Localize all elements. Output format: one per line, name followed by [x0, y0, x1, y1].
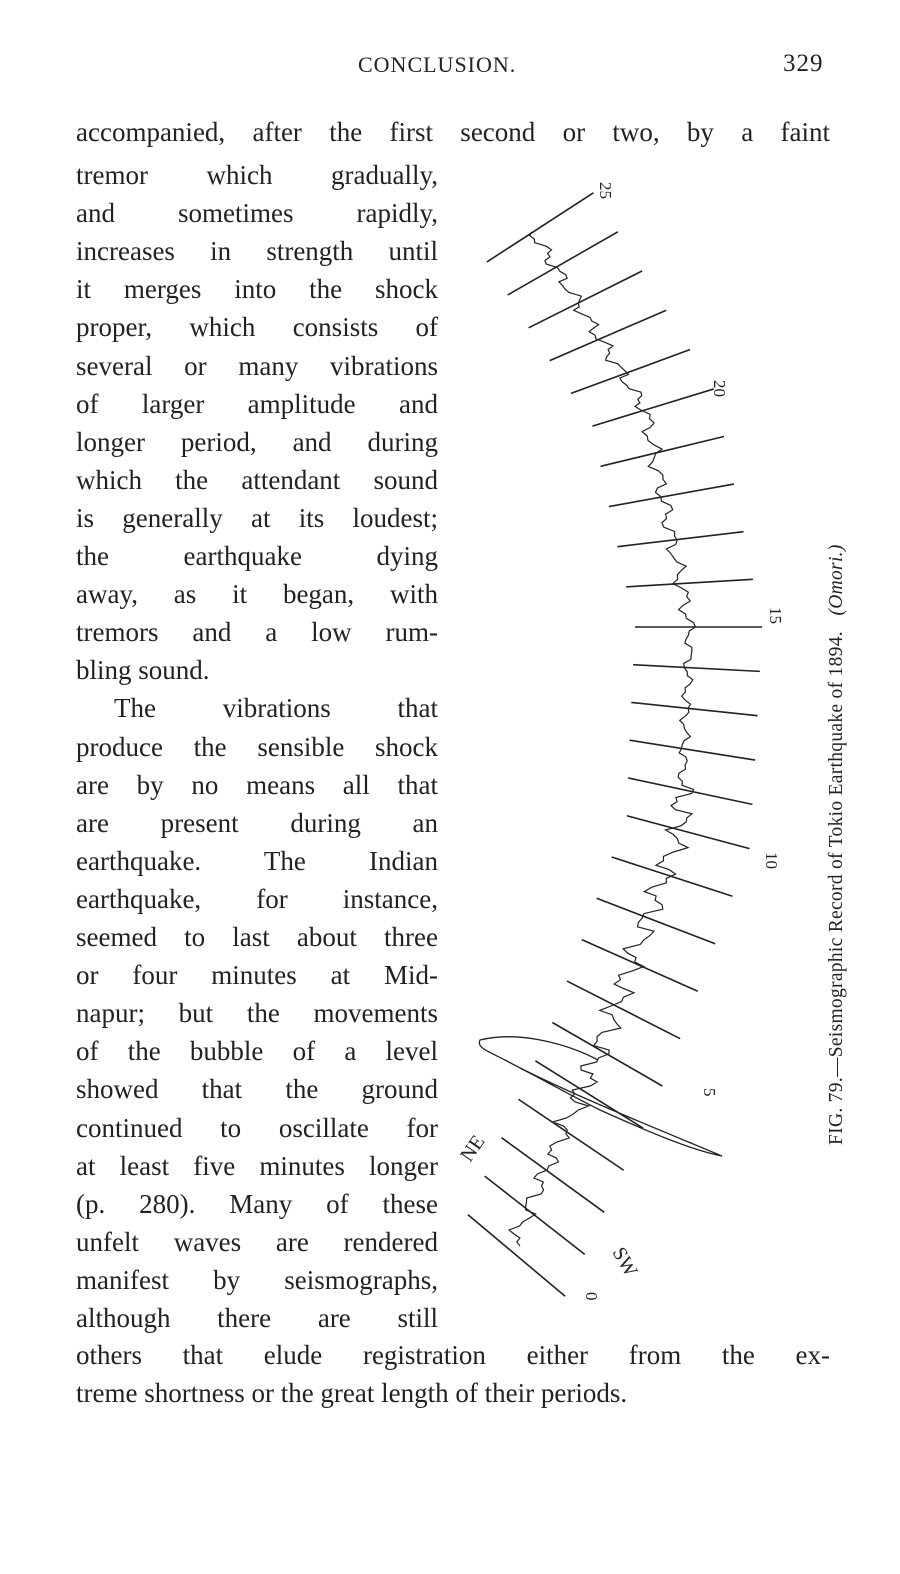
label-ne: NE	[456, 1131, 489, 1165]
label-10: 10	[762, 852, 781, 869]
time-tick-line	[608, 483, 735, 508]
time-tick-line	[517, 1098, 625, 1171]
text-line: is generally at its loudest;	[76, 502, 438, 533]
text-line: showed that the ground	[76, 1074, 438, 1105]
tail-line-2: treme shortness or the great length of t…	[76, 1378, 628, 1408]
time-tick-line	[528, 270, 643, 329]
text-line: it merges into the shock	[76, 274, 438, 305]
time-tick-line	[501, 1137, 605, 1213]
text-line: longer period, and during	[76, 426, 438, 457]
running-title: CONCLUSION.	[358, 52, 517, 77]
text-line: of larger amplitude and	[76, 388, 438, 419]
text-line: are by no means all that	[76, 769, 438, 800]
text-line: tremors and a low rum-	[76, 617, 438, 648]
page-number: 329	[783, 50, 824, 77]
label-20: 20	[710, 380, 729, 397]
time-tick-line	[628, 777, 753, 806]
time-tick-line	[570, 348, 691, 395]
time-tick-line	[611, 856, 733, 898]
seismograph-large-swing	[478, 1036, 723, 1157]
text-line: or four minutes at Mid-	[76, 960, 438, 991]
time-tick-line	[581, 938, 699, 993]
time-tick-line	[467, 1214, 566, 1297]
time-tick-line	[626, 578, 753, 588]
lead-line: accompanied, after the first second or t…	[76, 117, 830, 147]
label-sw: SW	[608, 1244, 642, 1281]
text-line: napur; but the movements	[76, 998, 438, 1029]
text-line: and sometimes rapidly,	[76, 198, 438, 229]
seismograph-trace	[507, 231, 697, 1247]
caption-text: FIG. 79.—Seismographic Record of Tokio E…	[826, 631, 847, 1145]
text-line: continued to oscillate for	[76, 1112, 438, 1143]
time-tick-line	[507, 231, 619, 296]
time-tick-line	[534, 1060, 644, 1129]
label-5: 5	[700, 1088, 719, 1097]
text-line: (p. 280). Many of these	[76, 1188, 438, 1219]
text-line: produce the sensible shock	[76, 731, 438, 762]
text-line: the earthquake dying	[76, 541, 438, 571]
time-tick-line	[633, 663, 760, 673]
label-25: 25	[596, 182, 615, 199]
text-line: manifest by seismographs,	[76, 1264, 438, 1295]
time-tick-line	[617, 530, 744, 548]
text-line: away, as it began, with	[76, 579, 438, 610]
text-line: several or many vibrations	[76, 350, 438, 381]
time-tick-line	[629, 739, 756, 761]
caption-credit: (Omori.)	[826, 544, 847, 616]
figure-caption: FIG. 79.—Seismographic Record of Tokio E…	[826, 544, 848, 1145]
text-line: although there are still	[76, 1303, 438, 1333]
text-line: earthquake, for instance,	[76, 883, 438, 914]
time-tick-line	[631, 701, 758, 717]
text-line: of the bubble of a level	[76, 1036, 438, 1067]
time-tick-line	[566, 980, 681, 1040]
text-line: unfelt waves are rendered	[76, 1226, 438, 1257]
text-line: at least five minutes longer	[76, 1150, 438, 1181]
text-line: tremor which gradually,	[76, 160, 438, 190]
text-line: The vibrations that	[114, 693, 438, 724]
label-0: 0	[582, 1292, 601, 1301]
text-line: proper, which consists of	[76, 312, 438, 343]
time-tick-line	[600, 435, 725, 468]
text-line: seemed to last about three	[76, 922, 438, 952]
label-15: 15	[766, 607, 785, 624]
time-tick-line	[596, 897, 716, 945]
time-tick-line	[626, 814, 750, 850]
text-line: increases in strength until	[76, 236, 438, 267]
time-tick-line	[486, 192, 594, 263]
text-line: bling sound.	[76, 655, 210, 686]
time-tick-line	[549, 309, 667, 362]
text-line: are present during an	[76, 807, 438, 838]
text-line: which the attendant sound	[76, 464, 438, 495]
text-line: earthquake. The Indian	[76, 845, 438, 876]
tail-line-1: others that elude registration either fr…	[76, 1340, 830, 1370]
time-tick-line	[592, 388, 715, 427]
